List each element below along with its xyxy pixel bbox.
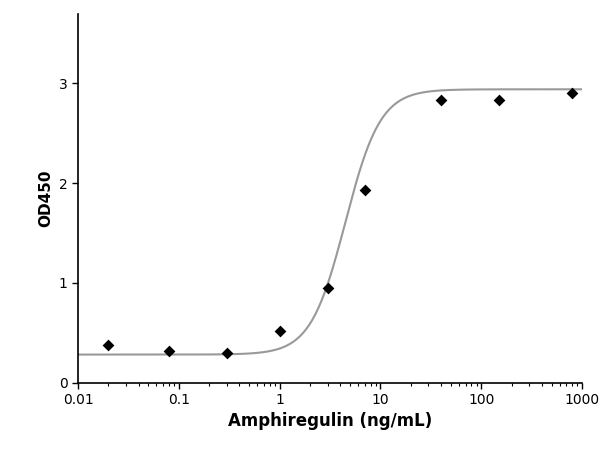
Point bbox=[494, 97, 504, 104]
Point bbox=[222, 349, 232, 356]
Point bbox=[104, 341, 113, 348]
Point bbox=[436, 97, 446, 104]
X-axis label: Amphiregulin (ng/mL): Amphiregulin (ng/mL) bbox=[228, 413, 432, 431]
Point bbox=[568, 90, 577, 97]
Point bbox=[360, 186, 370, 194]
Point bbox=[164, 347, 174, 354]
Y-axis label: OD450: OD450 bbox=[38, 169, 53, 227]
Point bbox=[275, 327, 284, 334]
Point bbox=[323, 284, 332, 291]
